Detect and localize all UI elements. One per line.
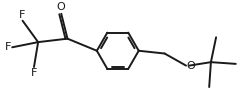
Text: O: O bbox=[187, 61, 195, 71]
Text: F: F bbox=[31, 68, 37, 78]
Text: F: F bbox=[4, 42, 11, 52]
Text: O: O bbox=[57, 2, 65, 12]
Text: F: F bbox=[19, 10, 25, 20]
